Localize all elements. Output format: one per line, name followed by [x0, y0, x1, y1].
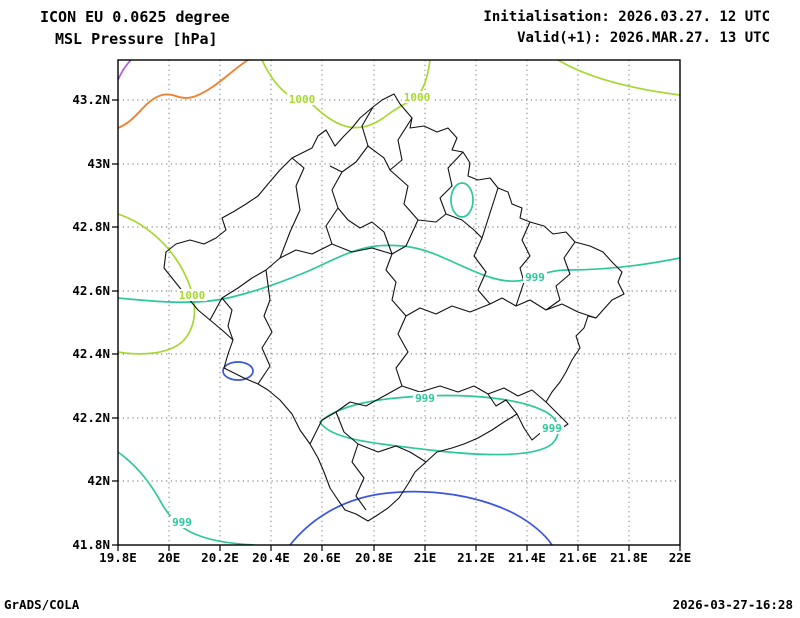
contour-labels: 1000 1000 1000 999 999 999 999: [170, 91, 564, 529]
grid-lines: [118, 60, 680, 545]
x-tick-label: 20.8E: [355, 550, 393, 565]
contour-label: 999: [542, 422, 562, 435]
x-tick-label: 21.6E: [559, 550, 597, 565]
x-tick-label: 20.4E: [252, 550, 290, 565]
y-tick-label: 42.6N: [72, 283, 110, 298]
contour-orange-1001: [118, 60, 249, 129]
contour-label: 1000: [179, 289, 206, 302]
contour-label: 999: [172, 516, 192, 529]
initialisation-time: Initialisation: 2026.03.27. 12 UTC: [483, 9, 770, 25]
model-title: ICON EU 0.0625 degree: [40, 8, 230, 26]
y-tick-label: 43N: [87, 156, 110, 171]
y-axis-labels: 43.2N 43N 42.8N 42.6N 42.4N 42.2N 42N 41…: [72, 92, 110, 552]
contour-label: 999: [415, 392, 435, 405]
x-tick-label: 21.2E: [457, 550, 495, 565]
axis-tick-marks: [112, 99, 681, 551]
x-tick-label: 20E: [158, 550, 181, 565]
map-country-outline: [163, 93, 625, 522]
creation-timestamp: 2026-03-27-16:28: [672, 597, 793, 612]
contour-label: 1000: [404, 91, 431, 104]
y-tick-label: 42.2N: [72, 410, 110, 425]
contour-teal-999-southwest: [118, 451, 255, 545]
x-tick-label: 20.6E: [303, 550, 341, 565]
y-tick-label: 42N: [87, 473, 110, 488]
contour-purple: [118, 60, 132, 81]
contour-blue-998-cell: [222, 361, 254, 381]
contour-lines: [118, 60, 680, 545]
contour-label: 999: [525, 271, 545, 284]
contour-chartreuse-1000-topright: [557, 60, 680, 96]
contour-blue-998-south: [289, 490, 553, 545]
parameter-title: MSL Pressure [hPa]: [55, 30, 218, 48]
contour-label: 1000: [289, 93, 316, 106]
valid-time: Valid(+1): 2026.MAR.27. 13 UTC: [517, 30, 770, 46]
plot-frame: [117, 59, 681, 546]
contour-chartreuse-1000-west: [118, 213, 196, 355]
y-tick-label: 43.2N: [72, 92, 110, 107]
y-tick-label: 41.8N: [72, 537, 110, 552]
x-tick-label: 21.8E: [610, 550, 648, 565]
contour-teal-999-cell: [450, 182, 474, 218]
x-axis-labels: 19.8E 20E 20.2E 20.4E 20.6E 20.8E 21E 21…: [99, 550, 691, 565]
x-tick-label: 21E: [414, 550, 437, 565]
y-tick-label: 42.4N: [72, 346, 110, 361]
y-tick-label: 42.8N: [72, 219, 110, 234]
map-municipality-borders: [209, 106, 597, 511]
x-tick-label: 20.2E: [201, 550, 239, 565]
x-tick-label: 19.8E: [99, 550, 137, 565]
grads-credit: GrADS/COLA: [4, 597, 80, 612]
x-tick-label: 22E: [669, 550, 692, 565]
x-tick-label: 21.4E: [508, 550, 546, 565]
